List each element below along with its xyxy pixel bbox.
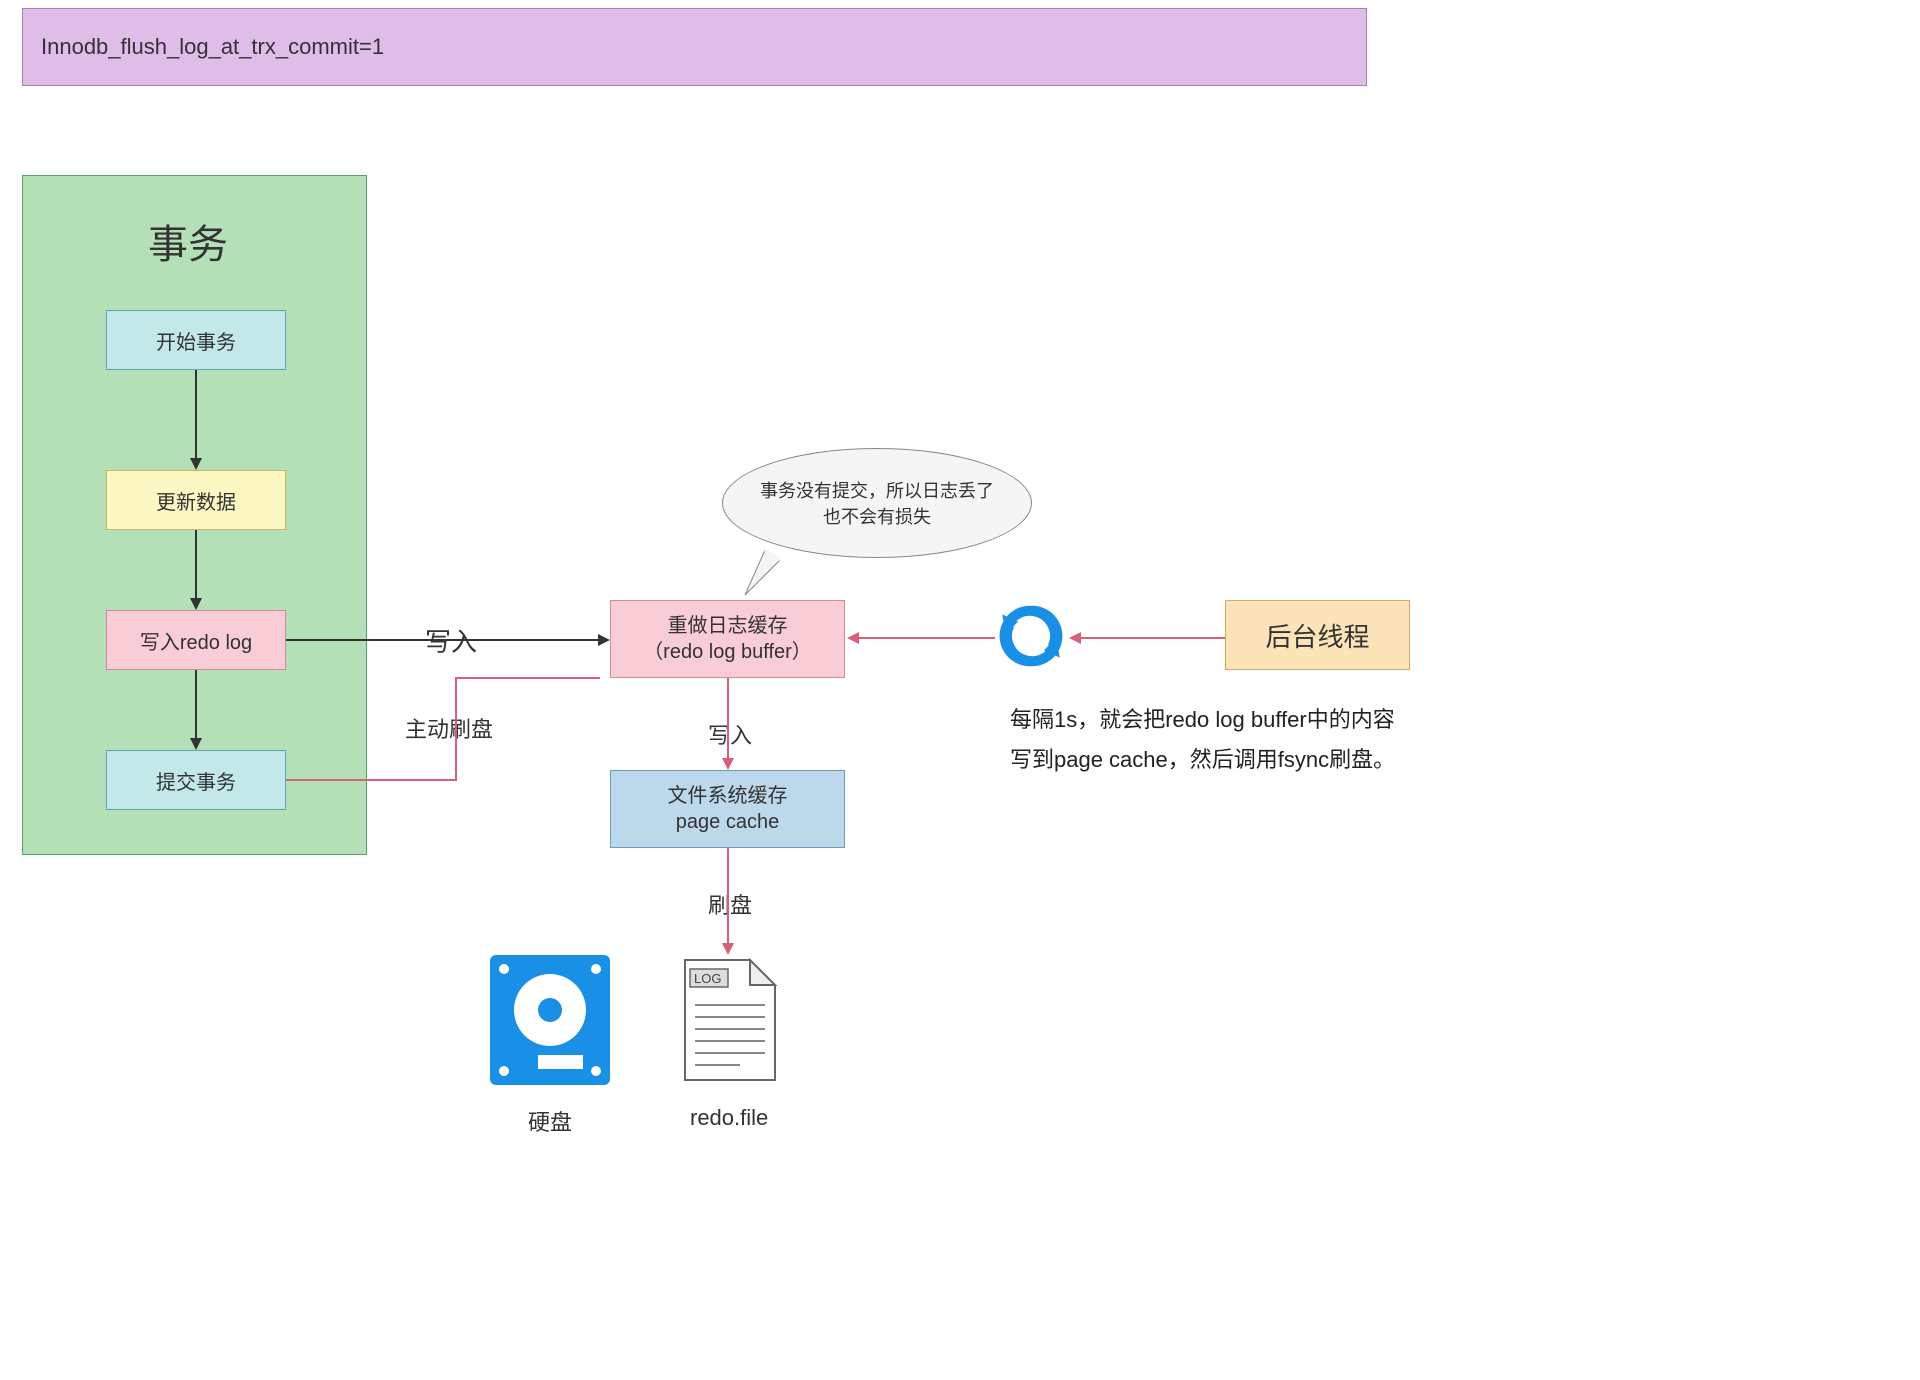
arrow-refresh-to-buffer: [845, 630, 995, 646]
note-line2: 写到page cache，然后调用fsync刷盘。: [1010, 740, 1395, 780]
log-badge-text: LOG: [694, 971, 721, 986]
node-start-tx-label: 开始事务: [156, 326, 236, 355]
page-cache-line1: 文件系统缓存: [668, 783, 788, 809]
arrow-redo-to-commit: [190, 670, 202, 750]
arrow-start-to-update: [190, 370, 202, 470]
transaction-title: 事务: [148, 212, 228, 270]
disk-label: 硬盘: [528, 1105, 572, 1137]
arrow-commit-to-flush: [286, 670, 610, 790]
node-commit-label: 提交事务: [156, 766, 236, 795]
arrow-update-to-redo: [190, 530, 202, 610]
node-write-redo-label: 写入redo log: [140, 626, 252, 655]
speech-bubble: 事务没有提交，所以日志丢了 也不会有损失: [722, 448, 1032, 558]
node-start-tx: 开始事务: [106, 310, 286, 370]
node-bg-thread: 后台线程: [1225, 600, 1410, 670]
refresh-icon: [995, 600, 1067, 672]
file-icon: LOG: [680, 955, 780, 1085]
node-redo-buffer: 重做日志缓存 （redo log buffer）: [610, 600, 845, 678]
node-write-redo: 写入redo log: [106, 610, 286, 670]
node-commit-tx: 提交事务: [106, 750, 286, 810]
node-page-cache: 文件系统缓存 page cache: [610, 770, 845, 848]
arrow-write-to-buffer: [286, 632, 610, 648]
bg-thread-label: 后台线程: [1265, 617, 1369, 654]
bubble-line1: 事务没有提交，所以日志丢了: [760, 477, 994, 503]
config-text: Innodb_flush_log_at_trx_commit=1: [41, 34, 384, 60]
node-update-data: 更新数据: [106, 470, 286, 530]
arrow-cache-to-file: [722, 848, 734, 955]
config-header: Innodb_flush_log_at_trx_commit=1: [22, 8, 1367, 86]
redo-buffer-line2: （redo log buffer）: [643, 639, 812, 665]
note-text: 每隔1s，就会把redo log buffer中的内容 写到page cache…: [1010, 700, 1395, 779]
arrow-buffer-to-cache: [722, 678, 734, 770]
node-update-label: 更新数据: [156, 486, 236, 515]
redo-buffer-line1: 重做日志缓存: [668, 613, 788, 639]
note-line1: 每隔1s，就会把redo log buffer中的内容: [1010, 700, 1395, 740]
page-cache-line2: page cache: [676, 809, 779, 835]
file-label: redo.file: [690, 1105, 768, 1131]
bubble-line2: 也不会有损失: [823, 503, 931, 529]
speech-tail-icon: [740, 545, 790, 600]
arrow-thread-to-refresh: [1067, 630, 1225, 646]
disk-icon: [490, 955, 610, 1085]
